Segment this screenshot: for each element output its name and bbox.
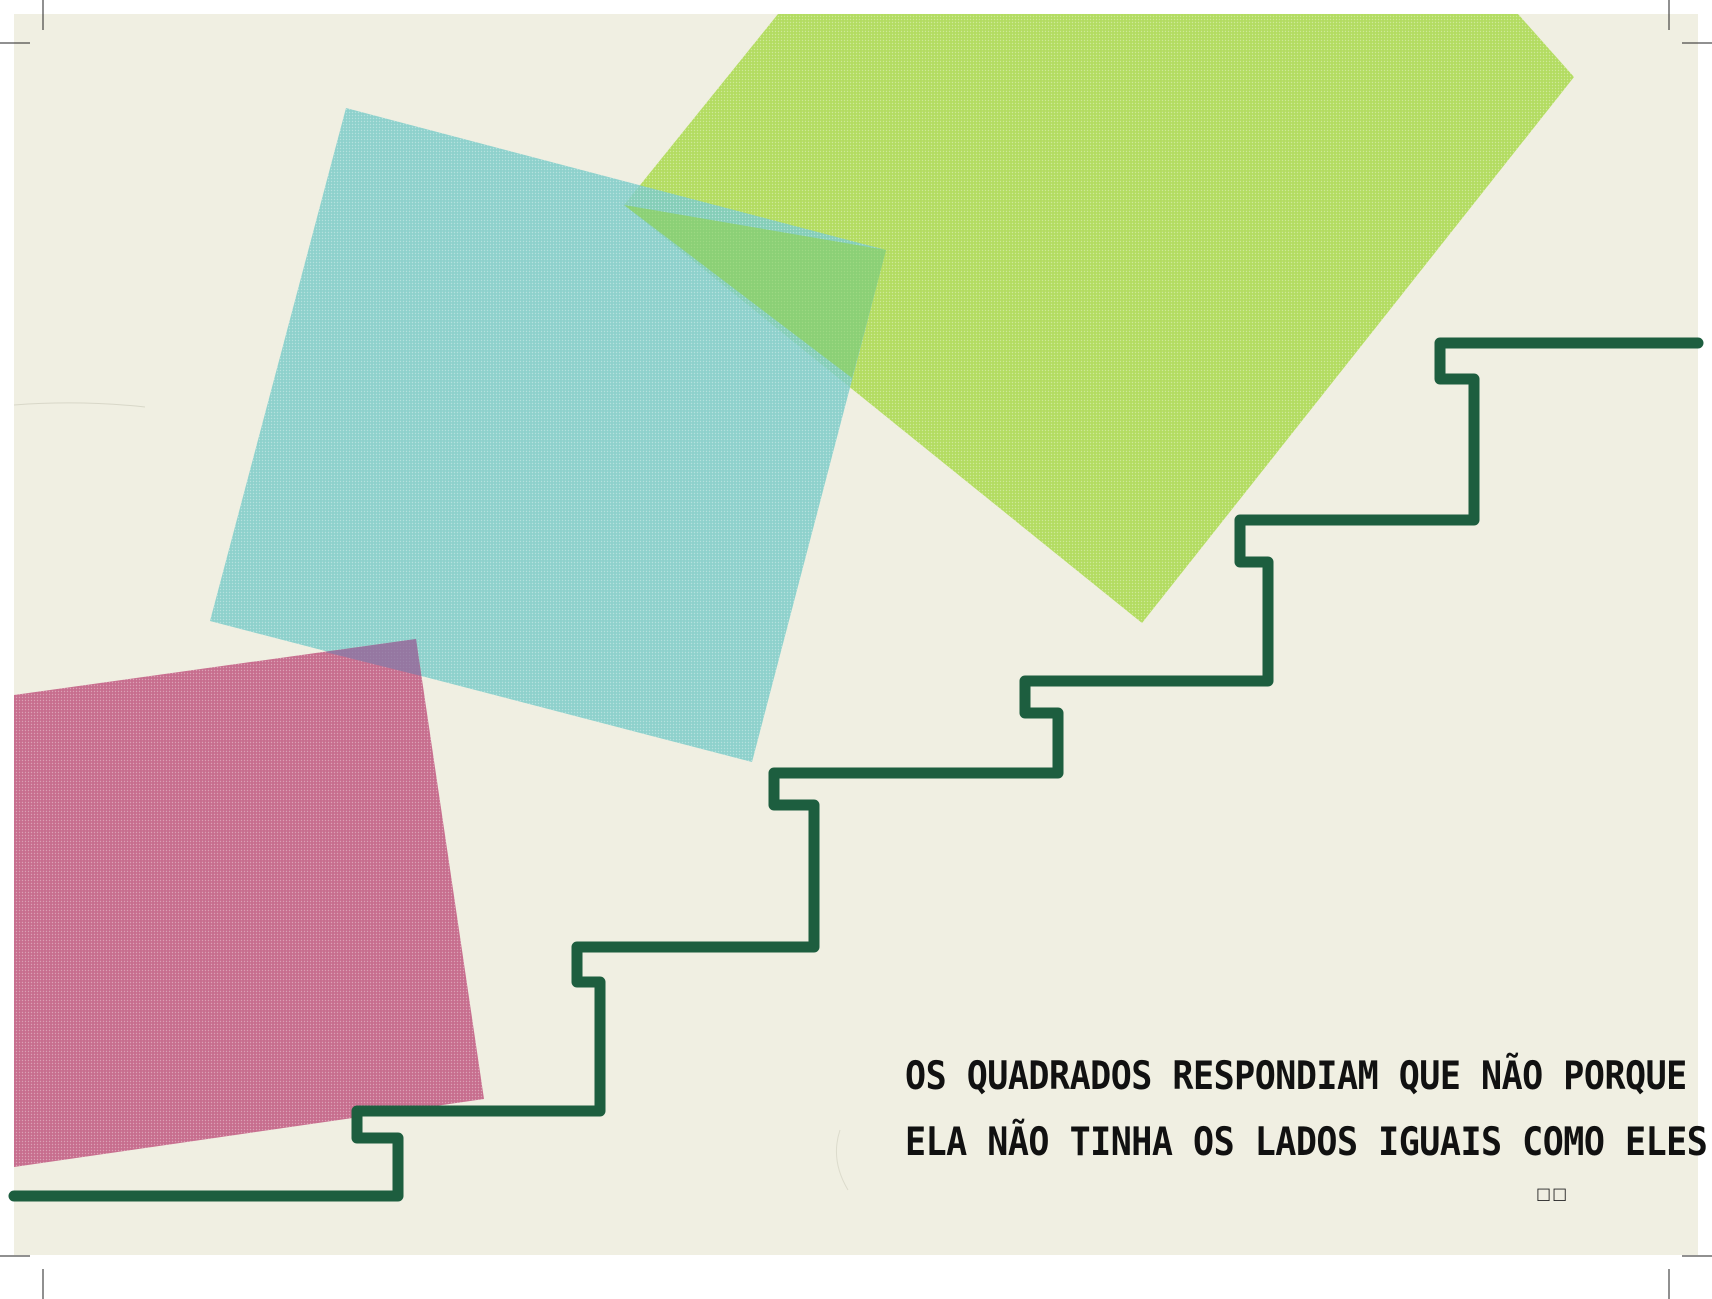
paper-texture-line — [13, 402, 146, 408]
caption-line-1: OS QUADRADOS RESPONDIAM QUE NÃO PORQUE — [905, 1054, 1687, 1099]
page-number: □□ — [1536, 1184, 1569, 1203]
story-caption: OS QUADRADOS RESPONDIAM QUE NÃO PORQUE E… — [905, 1044, 1708, 1176]
pink-square-texture — [14, 639, 484, 1167]
green-polygon-texture — [624, 14, 1574, 623]
overlap-green-blue — [624, 205, 886, 378]
overlap-pink-blue — [325, 639, 421, 676]
staircase — [8, 337, 1704, 1202]
paper-texture-line — [835, 1129, 849, 1191]
caption-line-2: ELA NÃO TINHA OS LADOS IGUAIS COMO ELES — [905, 1120, 1708, 1165]
